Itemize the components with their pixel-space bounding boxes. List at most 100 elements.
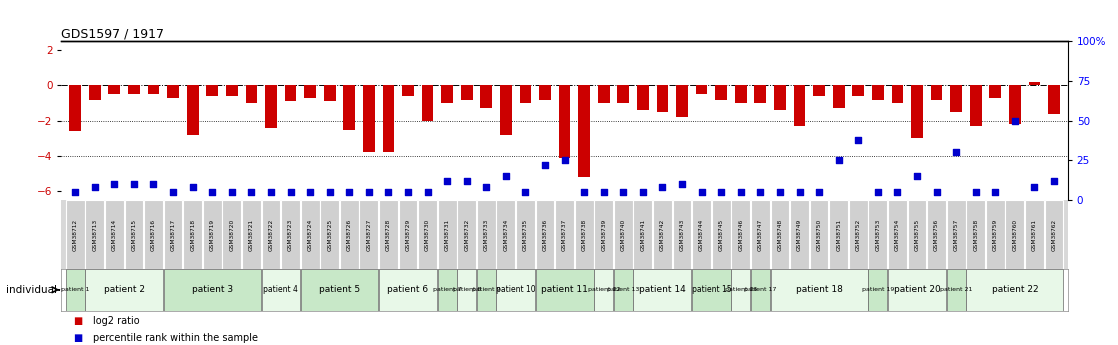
Bar	[66, 269, 85, 310]
Bar	[614, 200, 633, 269]
Bar	[324, 86, 335, 101]
Point	[164, 189, 182, 195]
Point	[282, 189, 300, 195]
Bar	[774, 86, 786, 110]
Text: GSM38744: GSM38744	[699, 218, 704, 251]
Point	[496, 174, 514, 179]
Text: individual: individual	[6, 285, 57, 295]
Point	[517, 189, 534, 195]
Bar	[695, 86, 708, 94]
Bar	[849, 200, 868, 269]
Bar	[637, 86, 648, 110]
Text: GSM38727: GSM38727	[367, 218, 371, 251]
Point	[556, 158, 574, 163]
Text: patient 16: patient 16	[724, 287, 757, 292]
Bar	[731, 200, 750, 269]
Point	[908, 174, 926, 179]
Point	[811, 189, 828, 195]
Text: GSM38721: GSM38721	[249, 218, 254, 251]
Bar	[986, 200, 1005, 269]
Bar	[1008, 86, 1021, 124]
Bar	[477, 269, 495, 310]
Bar	[790, 200, 809, 269]
Text: patient 2: patient 2	[104, 285, 144, 294]
Bar	[969, 86, 982, 126]
Bar	[930, 86, 942, 100]
Text: patient 15: patient 15	[692, 285, 731, 294]
Bar	[888, 269, 946, 310]
Bar	[66, 200, 85, 269]
Point	[262, 189, 280, 195]
Text: GSM38716: GSM38716	[151, 219, 157, 250]
Bar	[69, 86, 82, 131]
Bar	[751, 200, 770, 269]
Point	[967, 189, 985, 195]
Bar	[536, 269, 594, 310]
Bar	[481, 86, 492, 108]
Bar	[85, 200, 104, 269]
Text: patient 18: patient 18	[796, 285, 843, 294]
Bar	[539, 86, 551, 100]
Text: patient 3: patient 3	[191, 285, 233, 294]
Point	[1025, 185, 1043, 190]
Bar	[794, 86, 805, 126]
Bar	[614, 269, 633, 310]
Text: GSM38713: GSM38713	[93, 218, 97, 251]
Bar	[716, 86, 727, 100]
Text: patient 7: patient 7	[433, 287, 462, 292]
Text: GSM38715: GSM38715	[132, 218, 136, 251]
Text: GSM38762: GSM38762	[1052, 218, 1057, 251]
Bar	[595, 269, 613, 310]
Bar	[168, 86, 179, 98]
Point	[438, 178, 456, 184]
Point	[399, 189, 417, 195]
Bar	[770, 269, 868, 310]
Bar	[869, 200, 888, 269]
Text: GSM38761: GSM38761	[1032, 219, 1036, 250]
Text: GSM38722: GSM38722	[268, 218, 274, 251]
Bar	[207, 86, 218, 96]
Point	[595, 189, 613, 195]
Bar	[281, 200, 300, 269]
Text: GSM38720: GSM38720	[229, 218, 235, 251]
Bar	[692, 200, 711, 269]
Bar	[285, 86, 296, 101]
Bar	[301, 200, 320, 269]
Bar	[418, 200, 437, 269]
Text: patient 21: patient 21	[940, 287, 973, 292]
Bar	[241, 200, 260, 269]
Text: patient 12: patient 12	[588, 287, 619, 292]
Text: GSM38740: GSM38740	[620, 218, 626, 251]
Text: GSM38729: GSM38729	[406, 218, 410, 251]
Point	[850, 137, 868, 142]
Text: GSM38759: GSM38759	[993, 218, 997, 251]
Text: GSM38745: GSM38745	[719, 218, 723, 251]
Text: GSM38730: GSM38730	[425, 218, 430, 251]
Bar	[202, 200, 221, 269]
Point	[536, 162, 553, 168]
Text: GSM38714: GSM38714	[112, 218, 117, 251]
Bar	[595, 200, 613, 269]
Point	[634, 189, 652, 195]
Point	[360, 189, 378, 195]
Bar	[144, 200, 163, 269]
Bar	[888, 200, 907, 269]
Bar	[517, 200, 534, 269]
Text: GSM38753: GSM38753	[875, 218, 880, 251]
Text: GSM38731: GSM38731	[445, 218, 449, 251]
Point	[790, 189, 808, 195]
Bar	[813, 86, 825, 96]
Bar	[947, 269, 966, 310]
Bar	[399, 200, 417, 269]
Text: GSM38749: GSM38749	[797, 218, 802, 251]
Text: patient 8: patient 8	[453, 287, 481, 292]
Bar	[148, 86, 160, 94]
Point	[1045, 178, 1063, 184]
Bar	[1048, 86, 1060, 114]
Point	[693, 189, 711, 195]
Text: GSM38717: GSM38717	[171, 218, 176, 251]
Text: log2 ratio: log2 ratio	[93, 316, 140, 326]
Bar	[852, 86, 864, 96]
Bar	[755, 86, 766, 103]
Bar	[1029, 82, 1040, 86]
